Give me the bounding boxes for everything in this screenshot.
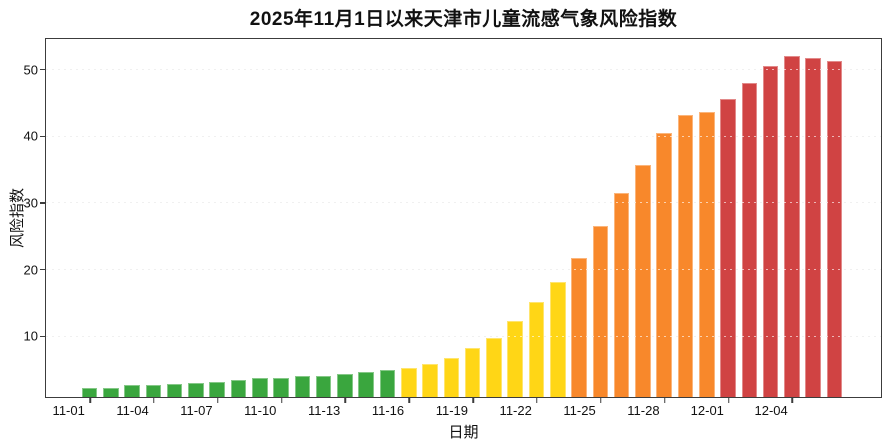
xtick-label-11-10: 11-10 bbox=[244, 403, 277, 418]
bar-11-06 bbox=[188, 383, 204, 397]
xtick-label-11-13: 11-13 bbox=[307, 403, 341, 418]
bar-11-16 bbox=[401, 368, 417, 397]
xtick-mark-11-01 bbox=[89, 398, 91, 403]
xtick-label-12-04: 12-04 bbox=[754, 403, 788, 418]
xtick-mark-11-22 bbox=[536, 398, 538, 403]
bar-11-14 bbox=[358, 372, 374, 397]
bar-11-08 bbox=[230, 380, 247, 397]
gridline-y50 bbox=[46, 69, 881, 71]
bar-11-13 bbox=[337, 374, 353, 397]
bar-12-01 bbox=[720, 99, 736, 397]
xtick-mark-12-01 bbox=[727, 398, 730, 403]
bar-11-30 bbox=[699, 112, 715, 397]
bar-11-12 bbox=[315, 375, 332, 397]
bar-11-03 bbox=[124, 385, 140, 397]
bar-11-15 bbox=[379, 370, 396, 397]
x-axis-title: 日期 bbox=[448, 424, 479, 441]
xtick-mark-11-28 bbox=[663, 398, 666, 403]
bar-12-06 bbox=[826, 61, 843, 397]
ytick-mark-30 bbox=[40, 202, 45, 204]
xtick-mark-11-19 bbox=[472, 398, 474, 403]
bar-11-20 bbox=[486, 337, 502, 397]
bar-11-25 bbox=[592, 226, 609, 397]
xtick-mark-11-07 bbox=[216, 398, 219, 403]
bar-11-28 bbox=[656, 133, 672, 397]
bar-11-09 bbox=[252, 378, 268, 397]
bar-11-07 bbox=[209, 382, 225, 397]
bar-11-11 bbox=[294, 376, 311, 397]
ytick-label-50: 50 bbox=[23, 62, 38, 78]
bar-11-21 bbox=[507, 320, 523, 397]
bar-12-03 bbox=[762, 66, 779, 397]
bar-12-05 bbox=[805, 58, 821, 397]
bar-11-10 bbox=[273, 377, 289, 397]
ytick-mark-20 bbox=[40, 268, 45, 271]
y-axis-title: 风险指数 bbox=[9, 188, 26, 249]
bar-11-17 bbox=[422, 364, 438, 397]
bar-11-29 bbox=[677, 115, 694, 397]
xtick-mark-11-04 bbox=[153, 398, 155, 403]
ytick-label-20: 20 bbox=[23, 262, 38, 278]
xtick-label-11-01: 11-01 bbox=[52, 403, 85, 418]
bar-11-01 bbox=[81, 387, 98, 397]
xtick-label-11-22: 11-22 bbox=[499, 403, 532, 418]
xtick-mark-11-10 bbox=[280, 398, 283, 403]
xtick-mark-12-04 bbox=[791, 398, 794, 403]
xtick-label-11-07: 11-07 bbox=[180, 403, 213, 418]
xtick-mark-11-13 bbox=[344, 398, 347, 403]
xtick-label-11-25: 11-25 bbox=[563, 403, 596, 418]
bar-11-24 bbox=[571, 257, 587, 397]
ytick-label-30: 30 bbox=[23, 195, 38, 211]
ytick-mark-50 bbox=[40, 68, 45, 71]
bar-12-04 bbox=[784, 56, 800, 397]
xtick-label-11-16: 11-16 bbox=[371, 403, 405, 418]
bar-11-02 bbox=[103, 387, 119, 397]
xtick-mark-11-25 bbox=[600, 398, 602, 403]
xtick-label-11-19: 11-19 bbox=[435, 403, 468, 418]
bar-11-27 bbox=[635, 165, 651, 397]
xtick-mark-11-16 bbox=[408, 398, 411, 403]
chart-title: 2025年11月1日以来天津市儿童流感气象风险指数 bbox=[249, 9, 678, 30]
ytick-mark-10 bbox=[40, 335, 45, 338]
bar-11-26 bbox=[613, 193, 630, 397]
bar-11-04 bbox=[145, 385, 162, 397]
xtick-label-12-01: 12-01 bbox=[690, 403, 724, 418]
bar-11-22 bbox=[528, 302, 545, 397]
bar-12-02 bbox=[741, 83, 758, 397]
plot-area bbox=[45, 38, 882, 398]
ytick-label-10: 10 bbox=[23, 328, 38, 344]
xtick-label-11-04: 11-04 bbox=[116, 403, 149, 418]
bar-11-18 bbox=[443, 357, 460, 397]
bar-11-05 bbox=[166, 383, 183, 397]
xtick-label-11-28: 11-28 bbox=[627, 403, 660, 418]
gridline-y50 bbox=[46, 69, 881, 71]
bar-11-19 bbox=[464, 348, 481, 397]
ytick-mark-40 bbox=[40, 135, 45, 137]
bar-11-23 bbox=[550, 281, 566, 397]
ytick-label-40: 40 bbox=[23, 128, 38, 144]
